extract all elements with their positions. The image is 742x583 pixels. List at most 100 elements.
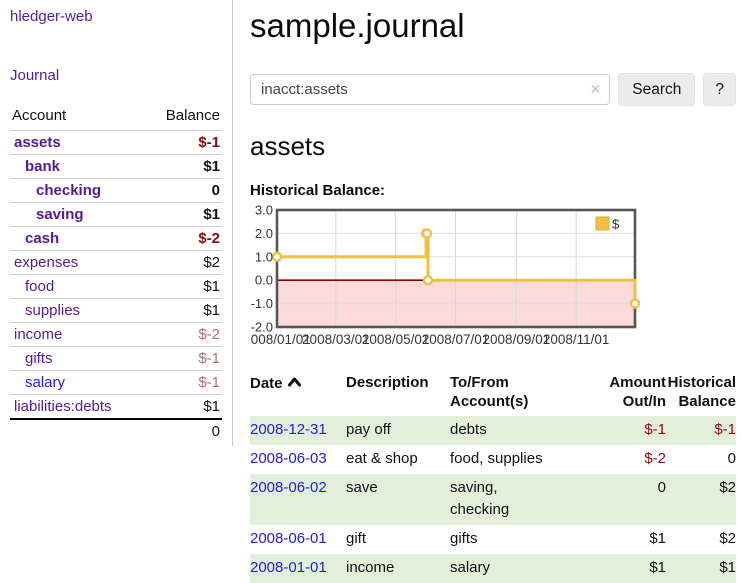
- transaction-date-cell: 2008-06-03: [250, 445, 346, 474]
- transaction-balance: $-1: [714, 421, 736, 438]
- app-brand-link[interactable]: hledger-web: [10, 8, 93, 25]
- register-header-balance: Historical Balance: [667, 374, 736, 410]
- register-row: 2008-06-02 save saving, checking 0 $2: [250, 474, 736, 525]
- main-content: sample.journal ✕ Search ? assets Histori…: [243, 0, 736, 583]
- account-balance: $-1: [146, 370, 222, 395]
- account-balance: $-2: [146, 226, 222, 251]
- transaction-accounts: saving, checking: [450, 479, 510, 518]
- account-balance: $-1: [146, 346, 222, 371]
- transaction-description: income: [346, 559, 395, 576]
- account-link[interactable]: assets: [14, 134, 61, 151]
- search-button[interactable]: Search: [618, 73, 696, 106]
- account-balance: $2: [146, 250, 222, 275]
- svg-text:-1.0: -1.0: [251, 296, 273, 311]
- register-header-date[interactable]: Date: [250, 369, 346, 416]
- transaction-accounts: food, supplies: [450, 450, 543, 467]
- transaction-date-link[interactable]: 2008-06-01: [250, 530, 327, 547]
- help-button[interactable]: ?: [703, 73, 736, 106]
- transaction-amount: $-1: [644, 421, 666, 438]
- sidebar-item-journal[interactable]: Journal: [10, 67, 60, 84]
- account-row: bank $1: [10, 154, 222, 179]
- account-link[interactable]: liabilities:debts: [14, 398, 112, 415]
- account-row: liabilities:debts $1: [10, 394, 222, 419]
- svg-text:$: $: [612, 217, 620, 232]
- account-row: food $1: [10, 274, 222, 299]
- sort-ascending-icon: [287, 373, 301, 392]
- transaction-accounts: gifts: [450, 530, 478, 547]
- accounts-total-row: 0: [10, 418, 222, 443]
- transaction-balance: 0: [727, 450, 736, 467]
- svg-text:3.0: 3.0: [255, 204, 273, 218]
- transaction-amount: 0: [657, 479, 666, 496]
- transaction-amount: $1: [649, 559, 666, 576]
- transaction-balance: $1: [719, 559, 736, 576]
- account-balance: 0: [146, 178, 222, 203]
- account-balance: $1: [146, 274, 222, 299]
- register-header-accounts: To/From Account(s): [450, 374, 529, 410]
- transaction-date-link[interactable]: 2008-06-03: [250, 450, 327, 467]
- transaction-description: eat & shop: [346, 450, 418, 467]
- transaction-accounts: debts: [450, 421, 487, 438]
- svg-text:0.0: 0.0: [255, 273, 273, 288]
- svg-text:-2.0: -2.0: [251, 320, 273, 335]
- chart-svg: $3.0 2.0 1.0 0.0 -1.0 -2.02008/01/012008/03/0…: [243, 203, 641, 347]
- svg-text:2008/07/01: 2008/07/01: [422, 332, 490, 347]
- account-link[interactable]: income: [14, 326, 63, 343]
- account-link[interactable]: cash: [25, 230, 60, 247]
- svg-text:2008/03/01: 2008/03/01: [302, 332, 370, 347]
- svg-text:2.0: 2.0: [255, 226, 273, 241]
- account-row: assets $-1: [10, 130, 222, 155]
- svg-text:2008/09/01: 2008/09/01: [483, 332, 551, 347]
- account-row: salary $-1: [10, 370, 222, 395]
- register-row: 2008-01-01 income salary $1 $1: [250, 554, 736, 583]
- account-balance: $1: [146, 154, 222, 179]
- accounts-balance-table: Account Balance assets $-1 bank $1 checking 0…: [10, 104, 222, 443]
- historical-balance-chart: $3.0 2.0 1.0 0.0 -1.0 -2.02008/01/012008/03/0…: [243, 203, 736, 359]
- account-link[interactable]: saving: [36, 206, 84, 223]
- search-input[interactable]: [250, 74, 611, 105]
- accounts-total-value: 0: [146, 418, 222, 443]
- account-link[interactable]: checking: [36, 182, 102, 199]
- svg-text:2008/05/01: 2008/05/01: [362, 332, 430, 347]
- register-header-description: Description: [346, 374, 429, 391]
- transaction-amount: $-2: [644, 450, 666, 467]
- register-header-row: Date Description To/From Account(s) Amou…: [250, 369, 736, 416]
- account-balance: $-2: [146, 322, 222, 347]
- clear-search-icon[interactable]: ✕: [589, 81, 602, 97]
- transaction-date-cell: 2008-06-01: [250, 525, 346, 554]
- account-link[interactable]: supplies: [25, 302, 81, 319]
- account-heading: assets: [250, 131, 326, 161]
- account-balance: $1: [146, 202, 222, 227]
- transaction-date-link[interactable]: 2008-01-01: [250, 559, 327, 576]
- svg-text:2008/01/01: 2008/01/01: [250, 332, 311, 347]
- svg-text:2008/11/01: 2008/11/01: [543, 332, 610, 347]
- transaction-date-link[interactable]: 2008-06-02: [250, 479, 327, 496]
- register-header-amount: Amount Out/In: [609, 374, 666, 410]
- chart-heading: Historical Balance:: [250, 182, 386, 199]
- transaction-date-cell: 2008-06-02: [250, 474, 346, 525]
- transaction-description: gift: [346, 530, 367, 547]
- account-link[interactable]: expenses: [14, 254, 79, 271]
- accounts-header-balance: Balance: [165, 107, 220, 124]
- account-balance: $-1: [146, 130, 222, 155]
- account-link[interactable]: food: [25, 278, 55, 295]
- account-balance: $1: [146, 298, 222, 323]
- transaction-date-cell: 2008-12-31: [250, 416, 346, 445]
- account-row: checking 0: [10, 178, 222, 203]
- register-row: 2008-12-31 pay off debts $-1 $-1: [250, 416, 736, 445]
- svg-text:1.0: 1.0: [255, 249, 273, 264]
- account-link[interactable]: gifts: [25, 350, 53, 367]
- transaction-accounts: salary: [450, 559, 491, 576]
- account-row: expenses $2: [10, 250, 222, 275]
- register-row: 2008-06-03 eat & shop food, supplies $-2 0: [250, 445, 736, 474]
- account-row: cash $-2: [10, 226, 222, 251]
- transaction-date-link[interactable]: 2008-12-31: [250, 421, 327, 438]
- account-row: saving $1: [10, 202, 222, 227]
- account-link[interactable]: bank: [25, 158, 61, 175]
- register-rows: 2008-12-31 pay off debts $-1 $-1 2008-06-03 ea…: [250, 416, 736, 583]
- account-link[interactable]: salary: [25, 374, 66, 391]
- transaction-balance: $2: [719, 530, 736, 547]
- account-row: supplies $1: [10, 298, 222, 323]
- search-form: ✕ Search ?: [250, 73, 736, 106]
- accounts-rows: assets $-1 bank $1 checking 0 saving $1 cash $-2 e…: [10, 130, 222, 419]
